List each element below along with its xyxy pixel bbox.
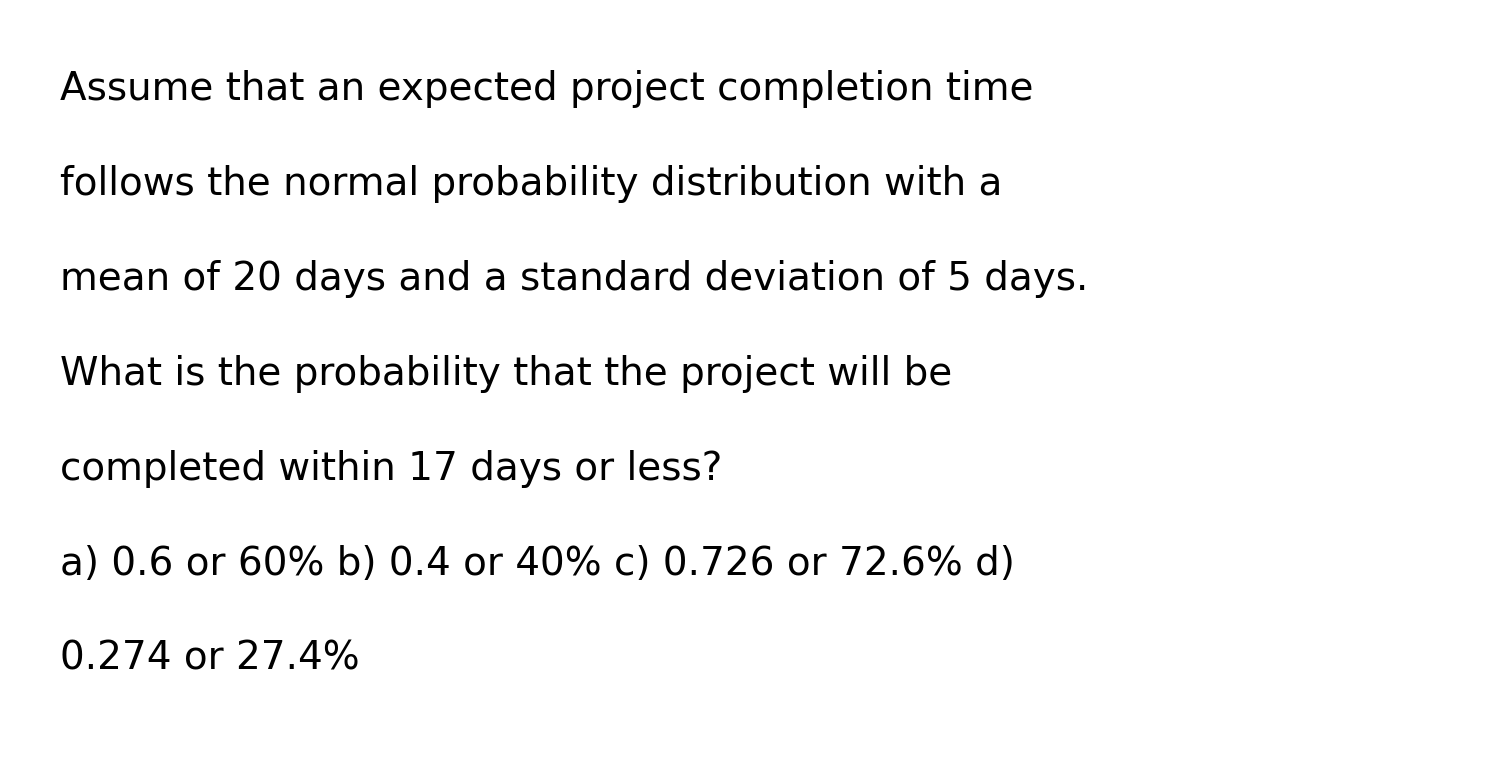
Text: completed within 17 days or less?: completed within 17 days or less? <box>60 450 723 488</box>
Text: follows the normal probability distribution with a: follows the normal probability distribut… <box>60 165 1002 203</box>
Text: Assume that an expected project completion time: Assume that an expected project completi… <box>60 70 1034 108</box>
Text: a) 0.6 or 60% b) 0.4 or 40% c) 0.726 or 72.6% d): a) 0.6 or 60% b) 0.4 or 40% c) 0.726 or … <box>60 545 1016 583</box>
Text: mean of 20 days and a standard deviation of 5 days.: mean of 20 days and a standard deviation… <box>60 260 1089 298</box>
Text: 0.274 or 27.4%: 0.274 or 27.4% <box>60 640 360 678</box>
Text: What is the probability that the project will be: What is the probability that the project… <box>60 355 952 393</box>
